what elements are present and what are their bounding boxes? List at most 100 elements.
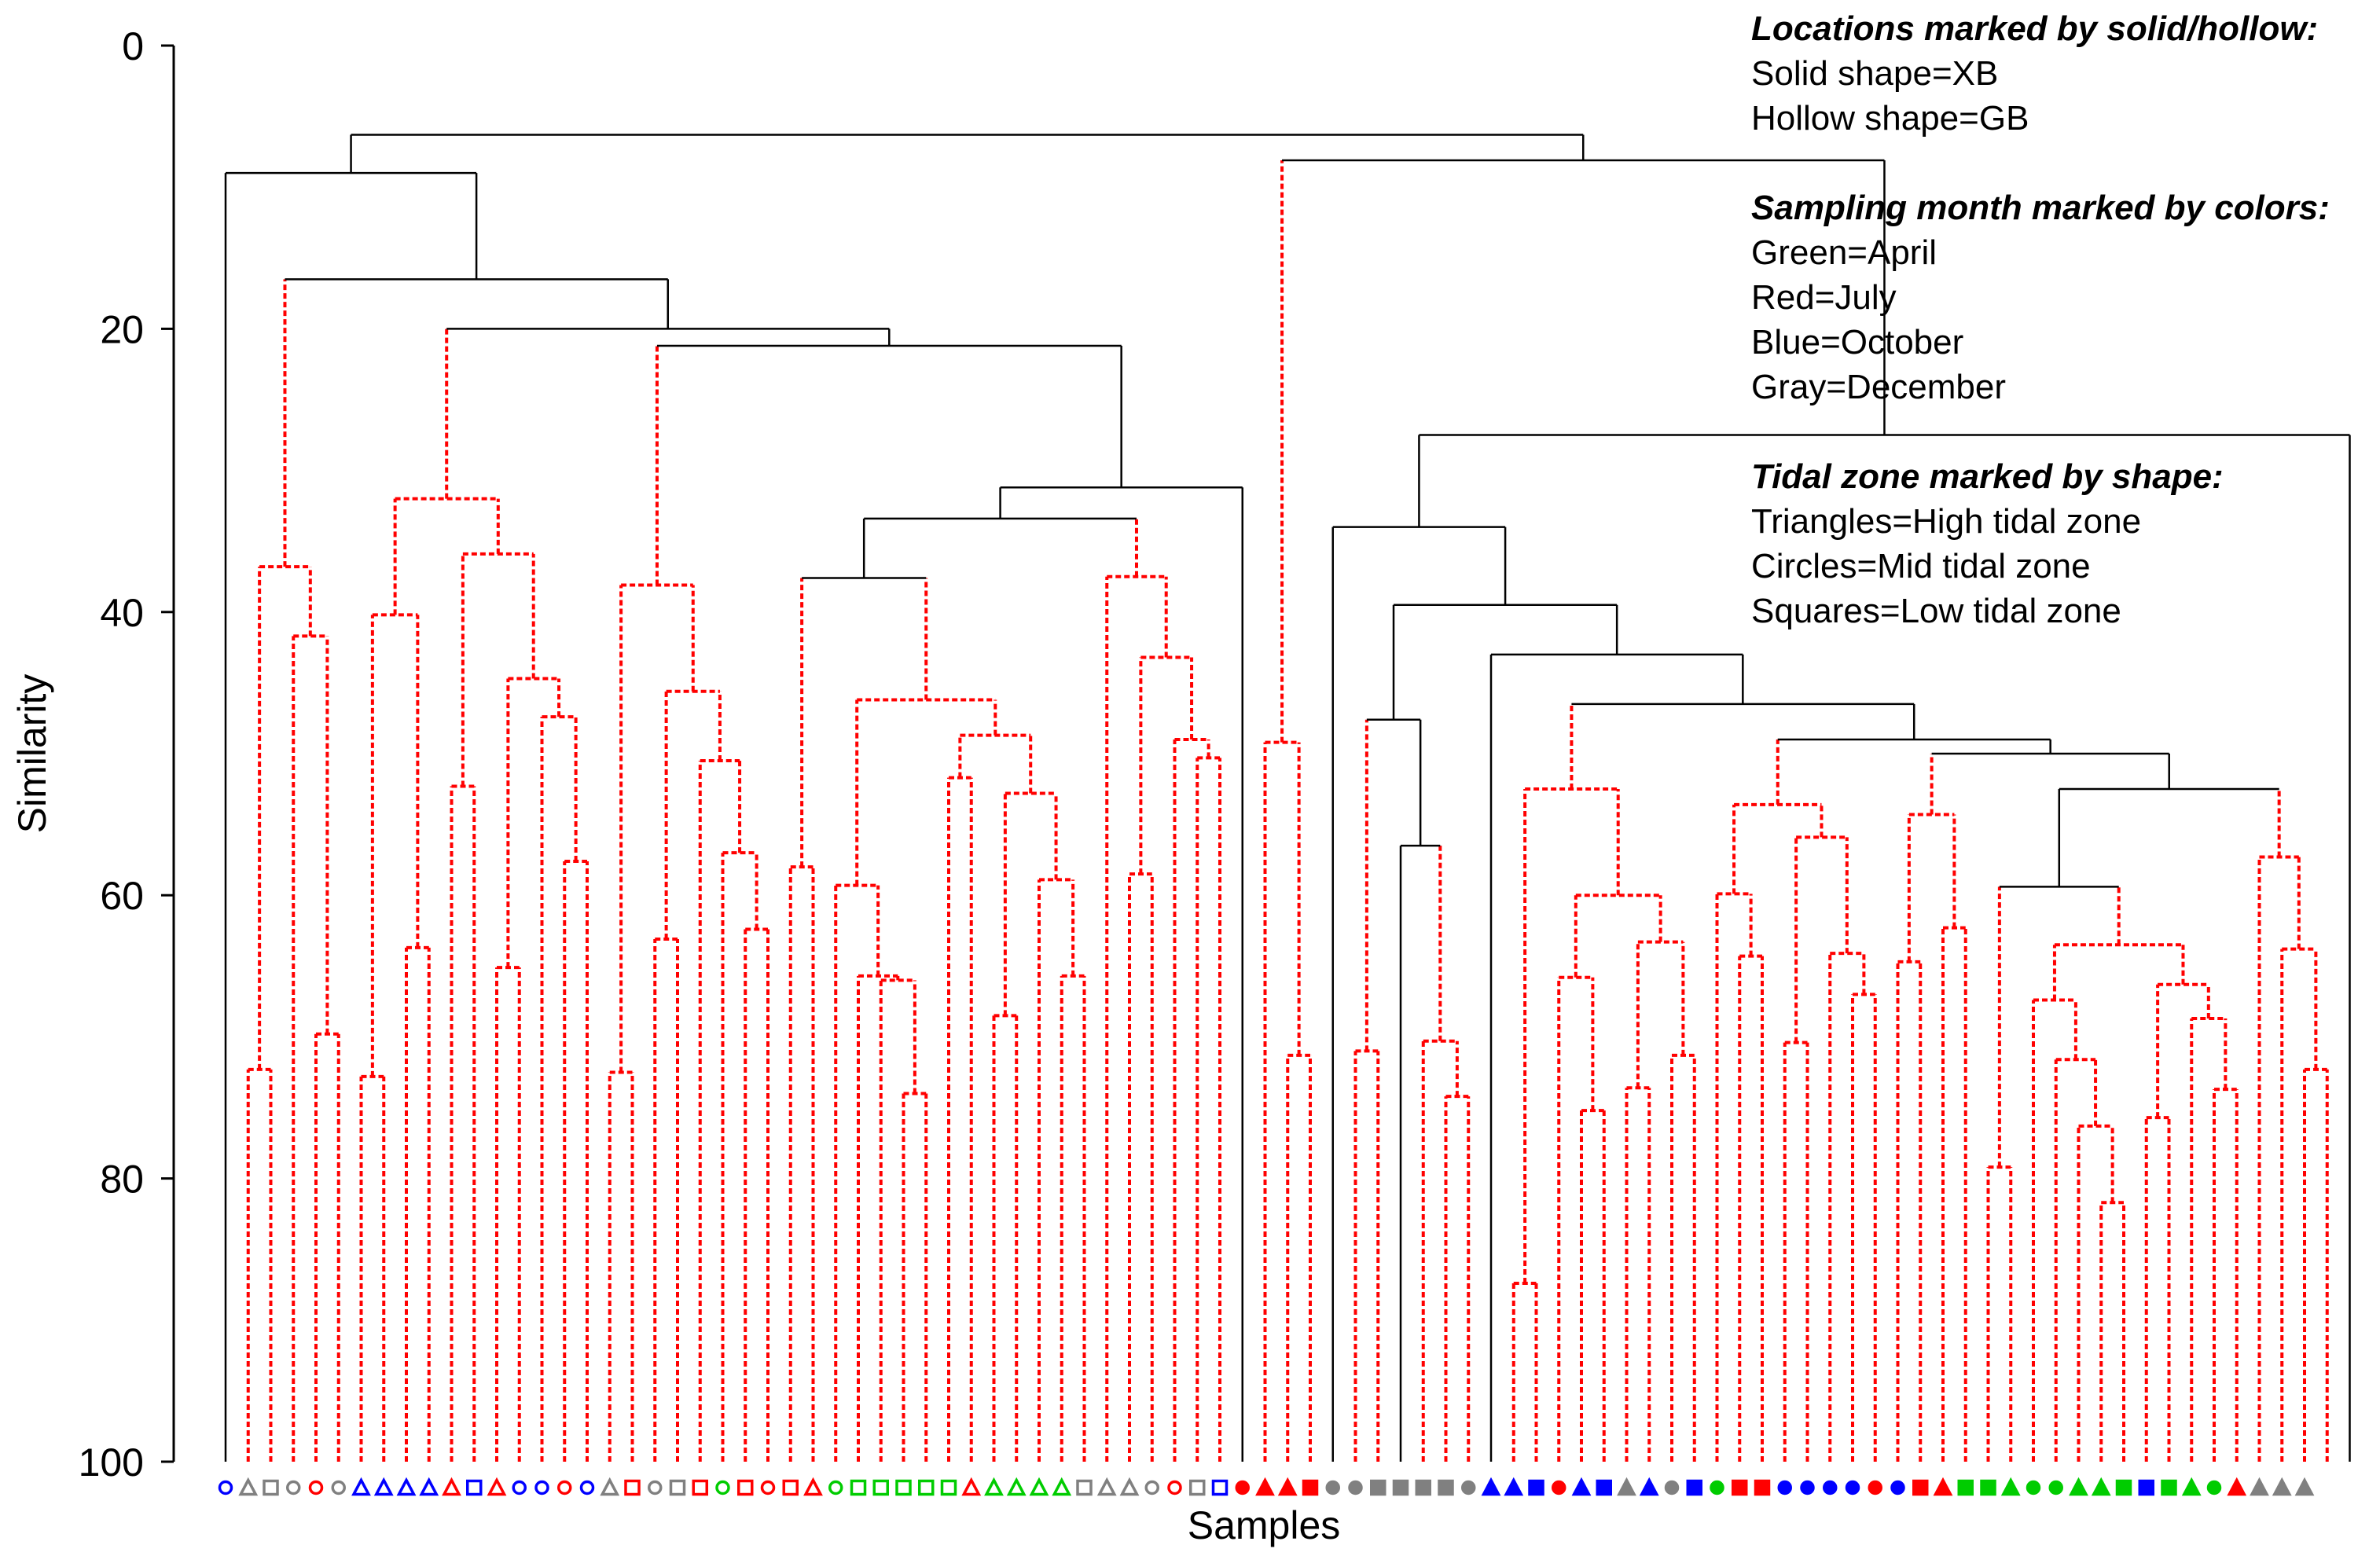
leaf-marker-mid-october-xb [1800, 1480, 1815, 1495]
leaf-marker-mid-october-xb [1845, 1480, 1860, 1495]
dendrogram-branches [224, 134, 2351, 1462]
leaf-marker-mid-april-xb [2048, 1480, 2063, 1495]
leaf-marker-low-april-xb [2115, 1479, 2132, 1496]
leaf-marker-low-april-gb [850, 1479, 867, 1496]
leaf-marker-high-october-gb [351, 1477, 371, 1496]
leaf-marker-mid-july-gb [760, 1480, 776, 1495]
leaf-marker-high-july-gb [803, 1477, 823, 1496]
leaf-marker-mid-april-xb [1710, 1480, 1724, 1495]
leaf-marker-high-july-gb [961, 1477, 982, 1496]
leaf-marker-mid-october-gb [218, 1480, 233, 1495]
leaf-marker-mid-october-gb [579, 1480, 595, 1495]
leaf-marker-mid-december-gb [1144, 1480, 1159, 1495]
leaf-marker-low-july-xb [1302, 1479, 1319, 1496]
legend-entry: Solid shape=XB [1751, 54, 1999, 93]
leaf-marker-mid-july-gb [557, 1480, 572, 1495]
y-tick-label: 60 [100, 874, 144, 918]
leaf-marker-high-december-xb [2250, 1477, 2269, 1496]
leaf-marker-mid-july-gb [308, 1480, 324, 1495]
leaf-marker-high-april-gb [984, 1477, 1004, 1496]
legend-entry: Hollow shape=GB [1751, 99, 2029, 138]
leaf-marker-low-october-xb [2138, 1479, 2154, 1496]
leaf-marker-high-october-xb [1571, 1477, 1592, 1496]
leaf-marker-mid-december-xb [1325, 1480, 1340, 1495]
leaf-marker-low-april-xb [1980, 1479, 1996, 1496]
legend-entry: Circles=Mid tidal zone [1751, 547, 2091, 585]
legend-group: Tidal zone marked by shape: Triangles=Hig… [1751, 454, 2372, 633]
legend-entry: Green=April [1751, 233, 1937, 272]
leaf-marker-high-july-xb [1255, 1477, 1275, 1496]
leaf-marker-high-july-xb [1277, 1477, 1298, 1496]
leaf-marker-low-december-xb [1438, 1479, 1454, 1496]
legend-heading: Tidal zone marked by shape: [1751, 457, 2224, 496]
leaf-marker-low-july-gb [692, 1479, 708, 1496]
leaf-marker-high-july-xb [1933, 1477, 1953, 1496]
leaf-marker-high-december-gb [600, 1477, 620, 1496]
leaf-marker-high-october-gb [396, 1477, 417, 1496]
legend-entry: Blue=October [1751, 323, 1964, 361]
leaf-marker-high-april-xb [2181, 1477, 2202, 1496]
leaf-marker-low-april-gb [872, 1479, 889, 1496]
leaf-marker-high-july-gb [487, 1477, 507, 1496]
leaf-marker-low-december-gb [1189, 1479, 1206, 1496]
legend-group: Locations marked by solid/hollow: Solid s… [1751, 6, 2372, 141]
leaf-marker-low-october-xb [1596, 1479, 1612, 1496]
leaf-marker-low-april-xb [1957, 1479, 1974, 1496]
leaf-marker-low-july-xb [1732, 1479, 1748, 1496]
leaf-marker-low-july-xb [1754, 1479, 1771, 1496]
y-tick-label: 0 [122, 24, 144, 68]
legend-heading: Locations marked by solid/hollow: [1751, 9, 2319, 48]
leaf-marker-low-july-gb [737, 1479, 754, 1496]
y-axis-title: Similarity [10, 674, 54, 834]
leaf-marker-high-december-xb [1617, 1477, 1636, 1496]
leaf-marker-mid-april-gb [715, 1480, 730, 1495]
leaf-marker-high-april-xb [2000, 1477, 2021, 1496]
y-axis-ticks: 0 20 40 60 80 100 [79, 24, 174, 1484]
leaf-marker-high-july-xb [2227, 1477, 2247, 1496]
y-tick-label: 80 [100, 1158, 144, 1202]
leaf-marker-high-april-xb [2091, 1477, 2111, 1496]
leaf-marker-low-december-xb [1392, 1479, 1409, 1496]
leaf-marker-low-october-xb [1686, 1479, 1702, 1496]
y-tick-label: 40 [100, 591, 144, 635]
leaf-marker-low-december-gb [1076, 1479, 1093, 1496]
leaf-markers [218, 1477, 2315, 1496]
leaf-marker-high-december-gb [238, 1477, 259, 1496]
leaf-marker-mid-december-xb [1348, 1480, 1363, 1495]
y-tick-label: 100 [79, 1440, 144, 1484]
legend-entry: Red=July [1751, 278, 1897, 317]
y-tick-label: 20 [100, 307, 144, 351]
leaf-marker-high-december-xb [2294, 1477, 2315, 1496]
leaf-marker-high-october-xb [1504, 1477, 1524, 1496]
leaf-marker-high-april-gb [1029, 1477, 1049, 1496]
legend-entry: Gray=December [1751, 368, 2007, 406]
legend-heading: Sampling month marked by colors: [1751, 189, 2330, 227]
legend-entry: Triangles=High tidal zone [1751, 502, 2142, 541]
leaf-marker-high-april-xb [2069, 1477, 2088, 1496]
leaf-marker-high-december-gb [1096, 1477, 1117, 1496]
leaf-marker-mid-october-gb [512, 1480, 527, 1495]
leaf-marker-mid-october-xb [1777, 1480, 1792, 1495]
leaf-marker-mid-july-gb [1167, 1480, 1182, 1495]
leaf-marker-mid-december-xb [1461, 1480, 1476, 1495]
leaf-marker-mid-april-xb [2206, 1480, 2222, 1495]
leaf-marker-low-october-xb [1528, 1479, 1544, 1496]
leaf-marker-low-december-gb [669, 1479, 686, 1496]
x-axis-title: Samples [1188, 1503, 1341, 1547]
leaf-marker-mid-december-xb [1664, 1480, 1680, 1495]
leaf-marker-mid-july-xb [1868, 1480, 1882, 1495]
leaf-marker-mid-december-gb [648, 1480, 663, 1495]
leaf-marker-high-october-gb [373, 1477, 394, 1496]
leaf-marker-high-april-gb [1052, 1477, 1072, 1496]
leaf-marker-mid-december-gb [286, 1480, 301, 1495]
leaf-marker-mid-july-xb [1552, 1480, 1566, 1495]
leaf-marker-low-october-gb [466, 1479, 483, 1496]
leaf-marker-high-october-xb [1639, 1477, 1659, 1496]
leaf-marker-mid-april-gb [828, 1480, 843, 1495]
leaf-marker-high-july-gb [442, 1477, 461, 1496]
leaf-marker-low-april-gb [895, 1479, 912, 1496]
legend: Locations marked by solid/hollow: Solid s… [1751, 6, 2372, 633]
leaf-marker-low-july-xb [1912, 1479, 1929, 1496]
leaf-marker-low-july-gb [782, 1479, 799, 1496]
